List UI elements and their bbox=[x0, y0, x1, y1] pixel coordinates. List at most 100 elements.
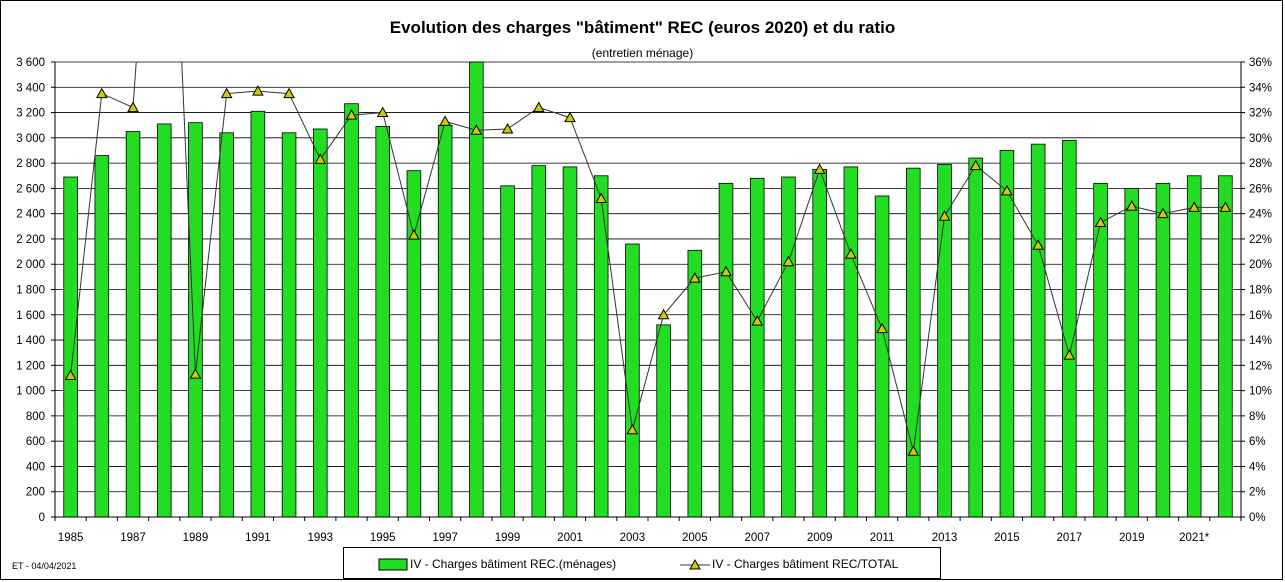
ratio-point bbox=[314, 153, 327, 164]
legend-swatch-bars bbox=[378, 558, 408, 571]
ratio-point bbox=[252, 85, 264, 96]
bar bbox=[1155, 182, 1171, 518]
y2-tick-label: 32% bbox=[1249, 108, 1272, 120]
bar bbox=[843, 166, 859, 518]
ratio-point bbox=[876, 322, 888, 334]
y-tick-label: 2 800 bbox=[16, 158, 45, 170]
ratio-line-segment bbox=[382, 112, 415, 236]
ratio-line-segment bbox=[444, 120, 477, 131]
ratio-point bbox=[938, 210, 951, 221]
bar bbox=[500, 185, 515, 518]
y-tick-label: 3 400 bbox=[16, 82, 45, 94]
bar bbox=[344, 103, 359, 518]
footer-note: ET - 04/04/2021 bbox=[12, 561, 77, 571]
ratio-line-segment bbox=[1068, 222, 1102, 356]
bar bbox=[781, 176, 796, 518]
chart-subtitle: (entretien ménage) bbox=[591, 46, 694, 60]
x-tick-label: 1985 bbox=[58, 532, 84, 544]
bar bbox=[313, 128, 328, 518]
ratio-point bbox=[564, 111, 576, 123]
y-tick-label: 0 bbox=[39, 512, 45, 524]
legend-label-bars: IV - Charges bâtiment REC.(ménages) bbox=[410, 557, 617, 571]
ratio-point bbox=[501, 122, 514, 134]
y2-tick-label: 12% bbox=[1249, 360, 1272, 372]
ratio-line-segment bbox=[944, 165, 977, 217]
ratio-point bbox=[813, 163, 826, 174]
ratio-point bbox=[408, 229, 420, 240]
bar bbox=[562, 166, 578, 518]
x-tick-label: 2005 bbox=[682, 532, 708, 544]
bar bbox=[94, 155, 110, 518]
chart-title: Evolution des charges "bâtiment" REC (eu… bbox=[389, 18, 896, 37]
ratio-point bbox=[1188, 201, 1201, 212]
y-tick-label: 1 200 bbox=[16, 360, 45, 372]
ratio-line-segment bbox=[819, 169, 852, 255]
bar bbox=[906, 167, 921, 518]
bar bbox=[999, 150, 1015, 518]
y2-tick-label: 26% bbox=[1249, 183, 1272, 195]
x-tick-label: 2011 bbox=[870, 532, 895, 544]
ratio-line-segment bbox=[319, 114, 352, 160]
y-tick-label: 2 400 bbox=[16, 209, 45, 221]
y2-tick-label: 2% bbox=[1249, 487, 1266, 499]
bar bbox=[687, 249, 703, 518]
ratio-line-segment bbox=[694, 271, 727, 279]
bar bbox=[156, 123, 172, 518]
x-tick-label: 1997 bbox=[432, 532, 458, 544]
ratio-line-segment bbox=[850, 253, 883, 329]
y-tick-label: 2 000 bbox=[16, 259, 45, 271]
x-tick-label: 2021* bbox=[1179, 532, 1210, 544]
x-tick-label: 1991 bbox=[245, 532, 271, 544]
x-tick-label: 2013 bbox=[932, 532, 958, 544]
ratio-point bbox=[127, 101, 139, 112]
ratio-line-segment bbox=[132, 62, 137, 108]
ratio-point bbox=[189, 368, 202, 379]
ratio-point bbox=[1001, 184, 1013, 196]
ratio-line-segment bbox=[756, 261, 789, 322]
bar bbox=[281, 132, 297, 518]
ratio-point bbox=[1219, 201, 1232, 212]
y-tick-label: 2 200 bbox=[16, 234, 45, 246]
ratio-point bbox=[345, 109, 358, 120]
bar bbox=[749, 177, 765, 518]
ratio-point bbox=[283, 87, 295, 99]
y2-tick-label: 4% bbox=[1249, 461, 1266, 473]
ratio-line-segment bbox=[538, 107, 571, 119]
ratio-line-segment bbox=[1006, 190, 1039, 246]
ratio-line-segment bbox=[881, 328, 914, 452]
x-tick-label: 1995 bbox=[370, 532, 396, 544]
y-tick-label: 800 bbox=[26, 411, 45, 423]
ratio-point bbox=[907, 445, 920, 456]
ratio-point bbox=[470, 124, 483, 135]
y-tick-label: 3 000 bbox=[16, 133, 45, 145]
ratio-point bbox=[64, 369, 77, 380]
bar bbox=[718, 182, 734, 518]
bar bbox=[656, 324, 671, 518]
ratio-point bbox=[751, 315, 764, 326]
ratio-line-segment bbox=[351, 112, 383, 116]
bar bbox=[63, 176, 78, 518]
ratio-line-segment bbox=[181, 62, 196, 375]
ratio-point bbox=[782, 255, 795, 267]
y2-tick-label: 18% bbox=[1249, 285, 1272, 297]
x-tick-label: 1987 bbox=[120, 532, 146, 544]
y2-tick-label: 10% bbox=[1249, 386, 1272, 398]
y2-tick-label: 24% bbox=[1249, 209, 1272, 221]
bar bbox=[968, 157, 983, 518]
bar bbox=[593, 175, 609, 518]
ratio-line-segment bbox=[101, 93, 134, 108]
ratio-line-segment bbox=[787, 169, 821, 262]
y2-tick-label: 30% bbox=[1249, 133, 1272, 145]
ratio-point bbox=[969, 159, 982, 171]
x-tick-label: 2017 bbox=[1057, 532, 1083, 544]
ratio-point bbox=[720, 265, 732, 277]
ratio-line-group bbox=[70, 62, 1226, 452]
x-tick-label: 1993 bbox=[307, 532, 333, 544]
ratio-line-segment bbox=[226, 90, 258, 95]
x-tick-label: 1999 bbox=[495, 532, 521, 544]
ratio-line-segment bbox=[725, 271, 758, 322]
x-tick-label: 2003 bbox=[620, 532, 646, 544]
y-tick-label: 1 800 bbox=[16, 285, 45, 297]
x-tick-label: 2009 bbox=[807, 532, 833, 544]
bar bbox=[125, 131, 141, 518]
